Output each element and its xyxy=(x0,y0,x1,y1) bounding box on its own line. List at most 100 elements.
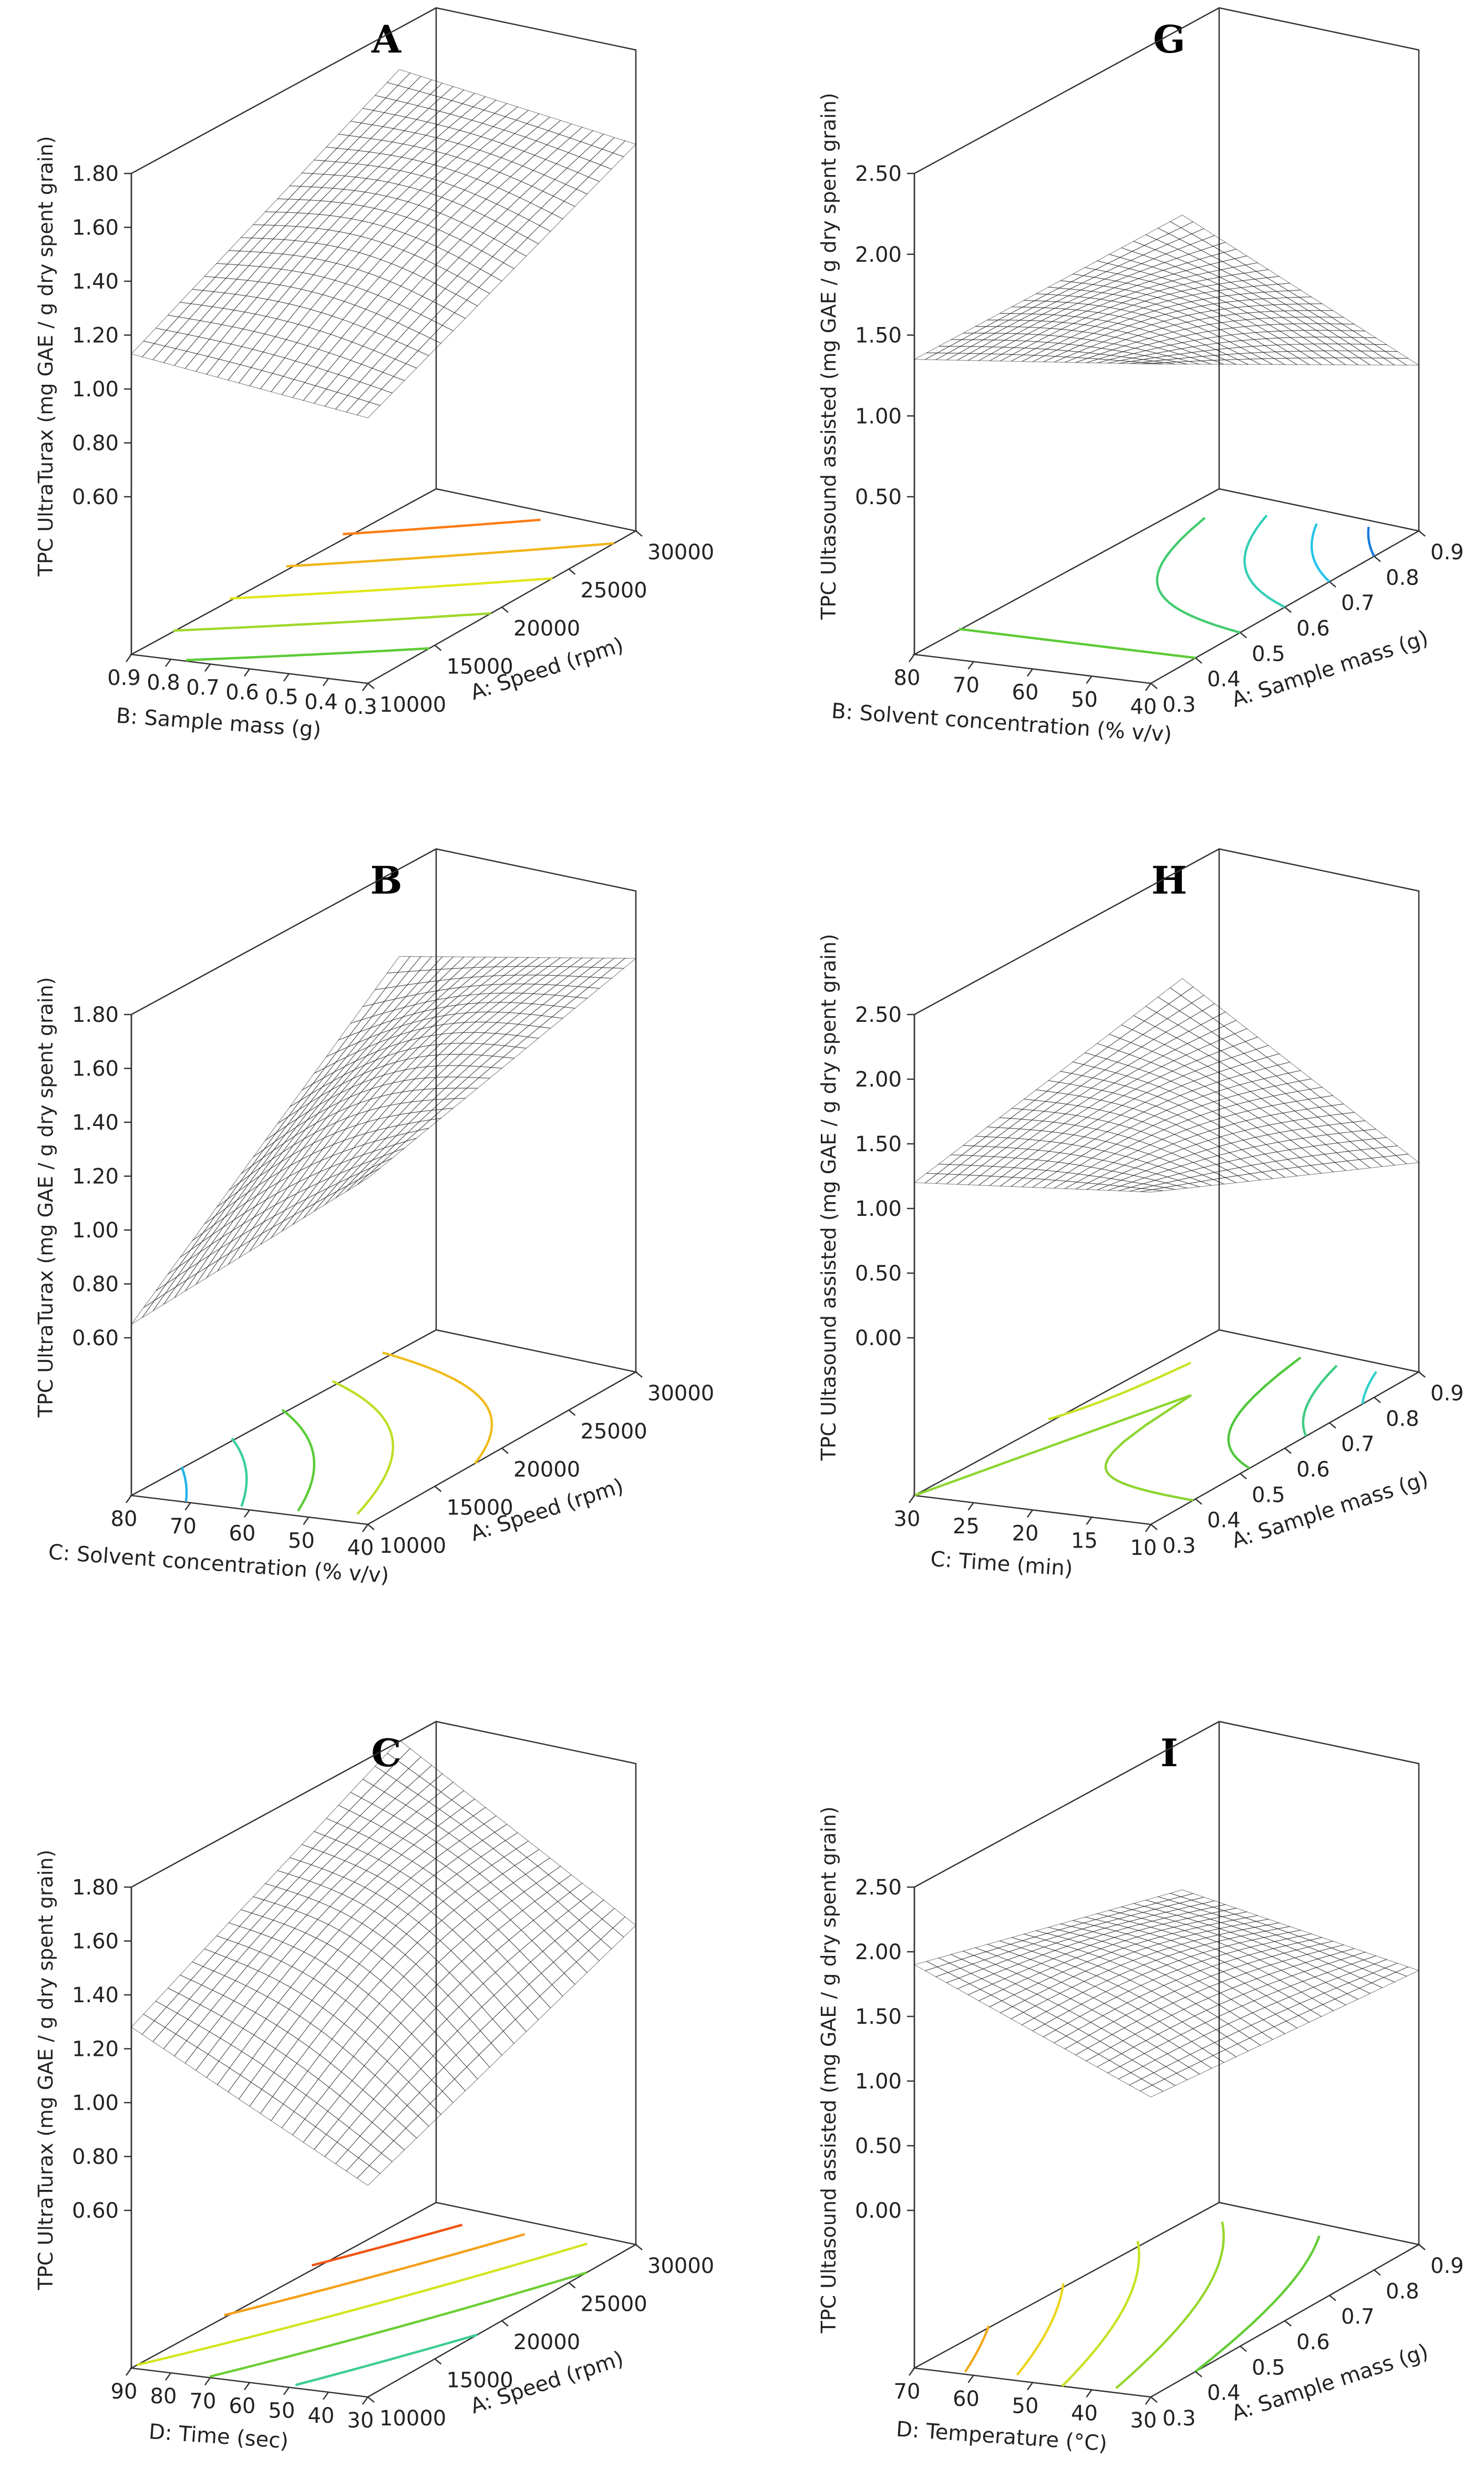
surface-cell xyxy=(304,1187,328,1210)
surface-cell xyxy=(961,333,985,340)
x-tick-mark xyxy=(1284,1448,1292,1454)
surface-cell xyxy=(1044,294,1070,302)
surface-cell xyxy=(306,1901,331,1920)
surface-cell xyxy=(378,1026,402,1043)
surface-cell xyxy=(1116,1054,1141,1066)
surface-cell xyxy=(305,228,329,244)
surface-cell xyxy=(1078,1938,1104,1946)
surface-cell xyxy=(1009,1940,1035,1948)
surface-cell xyxy=(390,144,415,158)
surface-cell xyxy=(372,1144,396,1161)
surface-cell xyxy=(1221,1123,1246,1134)
surface-cell xyxy=(1029,1954,1055,1964)
surface-cell xyxy=(992,1157,1016,1167)
surface-cell xyxy=(973,1136,998,1147)
surface-cell xyxy=(1137,2002,1162,2016)
surface-cell xyxy=(1155,1176,1179,1183)
y-tick-mark xyxy=(1086,2389,1093,2398)
surface-cell xyxy=(1339,1122,1365,1132)
surface-cell xyxy=(337,233,362,250)
surface-cell xyxy=(1225,359,1249,365)
surface-cell xyxy=(326,1097,351,1118)
surface-cell xyxy=(1022,355,1045,362)
surface-cell xyxy=(1372,1146,1397,1157)
surface-cell xyxy=(207,341,232,360)
y-tick-label: 0.3 xyxy=(344,695,377,719)
surface-cell xyxy=(405,1128,429,1142)
surface-cell xyxy=(968,1165,994,1176)
surface-cell xyxy=(391,130,416,145)
surface-cell xyxy=(322,280,346,299)
surface-cell xyxy=(1033,2011,1058,2025)
surface-cell xyxy=(1078,2022,1102,2036)
surface-cell xyxy=(526,1849,551,1867)
surface-cell xyxy=(191,276,216,291)
surface-cell xyxy=(346,2157,370,2179)
surface-cell xyxy=(993,333,1018,341)
surface-cell xyxy=(355,1042,379,1062)
surface-cell xyxy=(1175,1975,1200,1986)
surface-cell xyxy=(1037,1141,1063,1152)
surface-cell xyxy=(1221,1913,1247,1921)
surface-cell xyxy=(487,1909,511,1930)
surface-cell xyxy=(354,2017,378,2042)
surface-cell xyxy=(325,134,350,149)
surface-cell xyxy=(1216,1078,1241,1089)
surface-cell xyxy=(387,1031,411,1048)
surface-cell xyxy=(372,1791,396,1810)
surface-cell xyxy=(1156,1169,1181,1177)
surface-cell xyxy=(1079,2009,1104,2023)
surface-cell xyxy=(276,303,301,322)
surface-cell xyxy=(437,1972,461,1996)
surface-cell xyxy=(294,227,318,242)
surface-cell xyxy=(1230,1064,1254,1075)
surface-cell xyxy=(1062,1966,1087,1977)
surface-cell xyxy=(251,1216,274,1241)
surface-cell xyxy=(1260,304,1285,312)
surface-cell xyxy=(1184,1921,1210,1928)
surface-cell xyxy=(329,1147,355,1168)
surface-cell xyxy=(389,1022,413,1039)
surface-cell xyxy=(1191,1944,1217,1953)
surface-cell xyxy=(1117,319,1142,326)
surface-cell xyxy=(1325,1142,1349,1153)
surface-cell xyxy=(359,2122,384,2145)
surface-cell xyxy=(530,1004,554,1016)
surface-cell xyxy=(187,320,212,337)
surface-cell xyxy=(489,984,514,994)
surface-cell xyxy=(1249,298,1275,306)
surface-cell xyxy=(1151,1044,1176,1057)
surface-cell xyxy=(577,977,602,988)
surface-cell xyxy=(1173,322,1199,330)
surface-cell xyxy=(1282,1957,1307,1967)
x-tick-label: 30000 xyxy=(647,1381,714,1406)
surface-cell xyxy=(580,130,604,146)
surface-cell xyxy=(393,1805,417,1822)
surface-cell xyxy=(1130,1111,1156,1122)
surface-cell xyxy=(335,149,359,163)
surface-cell xyxy=(1107,1038,1131,1051)
surface-cell xyxy=(1252,285,1277,293)
surface-cell xyxy=(1141,1909,1167,1916)
surface-cell xyxy=(464,1909,488,1930)
surface-cell xyxy=(263,211,288,226)
surface-cell xyxy=(429,325,454,344)
surface-cell xyxy=(307,200,332,215)
surface-cell xyxy=(1191,228,1215,241)
surface-cell xyxy=(411,2020,435,2045)
surface-cell xyxy=(1262,2014,1287,2027)
surface-cell xyxy=(1064,2042,1089,2055)
surface-mesh xyxy=(913,214,1420,366)
surface-cell xyxy=(303,2126,327,2150)
surface-cell xyxy=(1194,1931,1220,1938)
z-tick-label: 1.00 xyxy=(855,404,902,428)
surface-cell xyxy=(1096,1910,1121,1917)
surface-cell xyxy=(1152,314,1177,322)
x-tick-label: 0.6 xyxy=(1296,2330,1330,2354)
surface-cell xyxy=(1168,2034,1192,2048)
surface-cell xyxy=(1280,1966,1305,1976)
surface-cell xyxy=(408,956,432,972)
surface-cell xyxy=(1306,316,1331,324)
surface-cell xyxy=(1008,313,1032,321)
surface-cell xyxy=(1229,340,1254,348)
